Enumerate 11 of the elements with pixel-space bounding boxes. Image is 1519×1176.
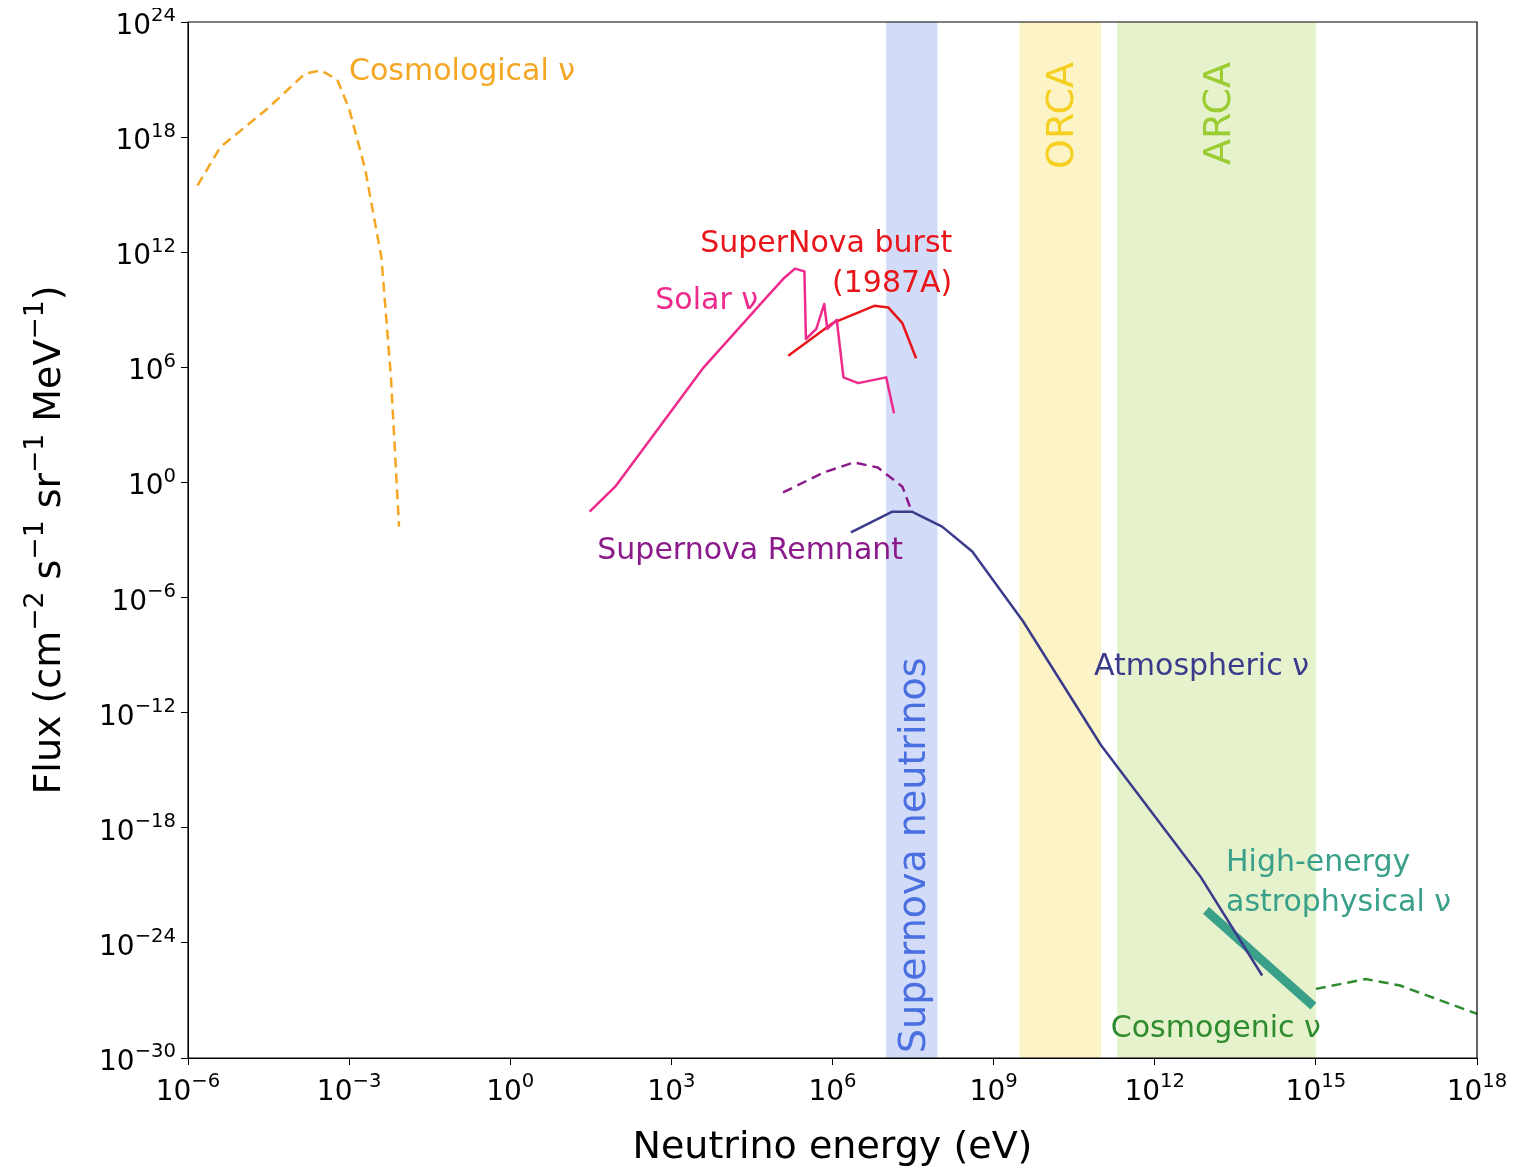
- band-label: ARCA: [1194, 62, 1239, 166]
- series-label: High-energy astrophysical ν: [1226, 843, 1452, 919]
- x-axis-title: Neutrino energy (eV): [632, 1123, 1033, 1167]
- series-label: Atmospheric ν: [1094, 647, 1309, 683]
- series-label: Cosmogenic ν: [1110, 1008, 1321, 1044]
- series-label: Solar ν: [655, 281, 759, 317]
- band-label: ORCA: [1038, 62, 1083, 169]
- band-label: Supernova neutrinos: [889, 657, 934, 1053]
- series-label: Supernova Remnant: [597, 531, 904, 567]
- series-label: Cosmological ν: [349, 52, 576, 88]
- text: Flux (cm−2 s−1 sr−1 MeV−1): [17, 285, 69, 795]
